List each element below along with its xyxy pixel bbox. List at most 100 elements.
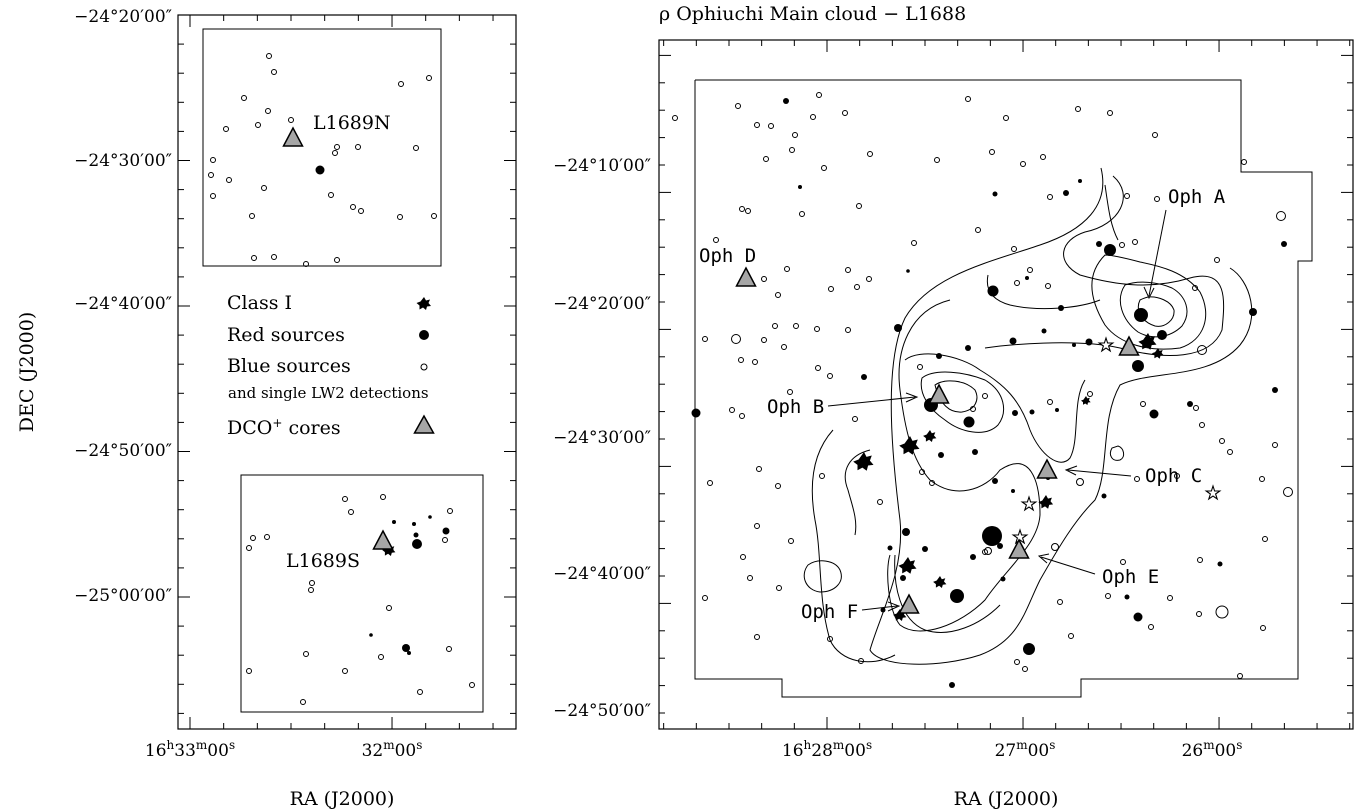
red-source-marker <box>798 185 802 189</box>
blue-source-marker <box>1014 659 1020 665</box>
red-source-marker <box>1157 330 1167 340</box>
blue-source-marker <box>1272 442 1278 448</box>
red-source-marker <box>906 269 910 273</box>
right-y-tick-label: −24°50′00″ <box>553 701 651 721</box>
blue-source-marker <box>754 634 760 640</box>
ra-seconds: 00 <box>395 741 417 761</box>
dco-core-marker <box>1118 335 1140 356</box>
red-source-marker <box>963 416 975 428</box>
blue-source-marker <box>867 151 873 157</box>
inset-l1689s-points: L1689S <box>246 494 475 705</box>
blue-source-marker <box>1068 633 1074 639</box>
blue-source-marker <box>355 144 361 150</box>
blue-source-marker <box>929 480 935 486</box>
blue-source-marker <box>1192 285 1198 291</box>
blue-source-marker <box>858 658 864 664</box>
contour-line <box>986 274 1101 310</box>
blue-source-marker <box>342 496 348 502</box>
blue-source-marker <box>761 276 767 282</box>
red-source-marker <box>1023 643 1035 655</box>
blue-source-marker <box>775 292 781 298</box>
dco-core-marker <box>1036 458 1058 479</box>
right-x-tick-label: 16h28m00s <box>782 738 872 761</box>
dco-contours <box>803 167 1253 665</box>
blue-source-marker <box>810 114 816 120</box>
blue-source-marker <box>752 359 758 365</box>
red-source-marker <box>1078 179 1082 183</box>
blue-source-marker <box>223 126 229 132</box>
blue-source-marker <box>265 108 271 114</box>
red-source-marker <box>691 408 701 418</box>
blue-source-marker <box>781 344 787 350</box>
red-source-marker <box>1055 408 1059 412</box>
right-x-ticks <box>663 40 1351 729</box>
inset-label-l1689n: L1689N <box>313 112 391 134</box>
blue-source-marker <box>208 172 214 178</box>
left-y-tick-label: −24°50′00″ <box>74 441 172 461</box>
red-source-marker <box>1085 338 1093 346</box>
red-source-marker <box>1011 489 1015 493</box>
blue-source-marker <box>854 284 860 290</box>
red-source-marker <box>900 575 906 581</box>
blue-source-marker <box>793 323 799 329</box>
red-source-marker <box>950 589 964 603</box>
red-source-marker <box>402 644 410 652</box>
red-source-marker <box>1187 401 1193 407</box>
inset-box-l1689n <box>202 28 442 267</box>
blue-source-marker <box>917 364 923 370</box>
blue-source-marker <box>261 185 267 191</box>
class-i-marker <box>853 452 874 471</box>
ra-hours: 16 <box>782 741 804 761</box>
blue-source-marker <box>713 237 719 243</box>
red-source-marker <box>1249 308 1257 316</box>
ra-minutes: 27 <box>995 741 1017 761</box>
right-plot-frame <box>658 39 1354 730</box>
red-source-marker <box>407 651 411 655</box>
blue-source-marker <box>1022 666 1028 672</box>
blue-source-marker <box>877 499 883 505</box>
blue-source-marker <box>1196 611 1202 617</box>
blue-source-marker <box>308 587 314 593</box>
blue-source-marker <box>342 668 348 674</box>
right-x-axis-label: RA (J2000) <box>954 788 1059 810</box>
red-source-marker <box>1072 343 1076 347</box>
arrow-oph-c <box>1067 469 1132 477</box>
blue-source-marker <box>819 473 825 479</box>
blue-source-marker <box>264 534 270 540</box>
core-label-oph-e: Oph E <box>1102 566 1159 588</box>
blue-source-marker <box>735 103 741 109</box>
blue-source-marker <box>1003 115 1009 121</box>
red-source-marker <box>392 520 396 524</box>
blue-source-marker <box>469 682 475 688</box>
core-label-oph-f: Oph F <box>801 601 858 623</box>
contour-line <box>904 353 1086 463</box>
dco-core-marker <box>898 593 920 614</box>
legend-label: and single LW2 detections <box>228 384 429 402</box>
red-source-marker <box>992 478 998 484</box>
left-y-tick-label: −25°00′00″ <box>74 586 172 606</box>
blue-source-marker <box>816 92 822 98</box>
red-source-marker <box>1041 328 1047 334</box>
red-source-marker <box>1063 190 1069 196</box>
ra-seconds: 00 <box>1215 741 1237 761</box>
blue-source-marker <box>982 393 988 399</box>
blue-source-marker <box>1197 557 1203 563</box>
right-x-tick-label: 27m00s <box>995 738 1056 761</box>
contour-line <box>1120 281 1188 338</box>
class-i-marker <box>1038 495 1054 509</box>
blue-source-marker <box>334 144 340 150</box>
red-source-marker <box>412 539 422 549</box>
red-source-marker <box>1281 241 1287 247</box>
class-i-marker <box>1138 333 1157 350</box>
left-x-tick-label: 16h33m00s <box>145 738 235 761</box>
class-i-marker <box>1081 396 1091 405</box>
inset-l1689n-points: L1689N <box>208 53 437 267</box>
blue-source-marker <box>1152 132 1158 138</box>
class-i-marker <box>933 576 947 588</box>
blue-source-marker <box>1214 257 1220 263</box>
blue-source-marker <box>815 365 821 371</box>
blue-source-marker <box>271 69 277 75</box>
left-y-tick-label: −24°20′00″ <box>74 7 172 27</box>
contour-line <box>803 560 842 593</box>
